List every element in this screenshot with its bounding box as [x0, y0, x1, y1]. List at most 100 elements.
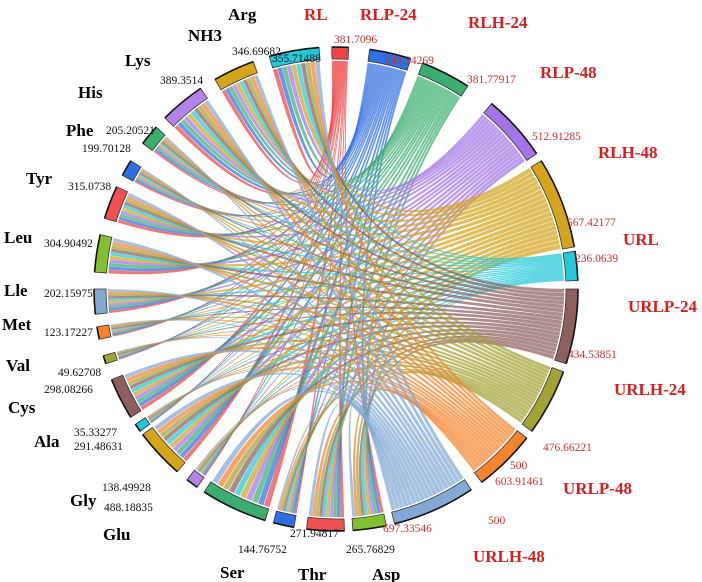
ribbon-rlh-48-5: [121, 189, 544, 246]
ribbon-rlh-48-3: [158, 143, 539, 229]
compound-value-9: 49.62708: [58, 367, 101, 379]
arc-compound-0-outline: [269, 46, 320, 58]
arc-compound-4-outline: [121, 160, 132, 176]
ribbon-urlp-48-3: [163, 137, 510, 440]
compound-value-13: 138.49928: [102, 482, 151, 494]
ribbon-urlp-24-4: [139, 172, 564, 309]
ribbon-urlh-48-9: [116, 337, 430, 500]
ribbon-url-10: [131, 268, 564, 393]
ribbon-urlh-48-8: [110, 319, 434, 498]
sample-value-2: 381.77917: [467, 74, 516, 86]
ribbon-rlh-48-4: [137, 174, 542, 237]
compound-value-4: 199.70128: [82, 143, 131, 155]
ribbon-rlh-48-1: [235, 82, 535, 217]
ribbon-rlp-24-14: [257, 69, 401, 506]
compound-value-11: 35.33277: [74, 427, 117, 439]
arc-compound-15-outline: [273, 521, 295, 529]
sample-value-8: 603.91461: [495, 476, 544, 488]
tick-label-1: 500: [488, 515, 506, 527]
ribbon-urlp-48-12: [156, 366, 489, 461]
ribbon-rl-7: [108, 60, 340, 314]
compound-value-8: 123.17227: [44, 327, 93, 339]
compound-value-0: 355.71488: [272, 53, 321, 65]
compound-value-2: 389.3514: [160, 75, 203, 87]
ribbon-url-5: [122, 204, 563, 270]
ribbon-urlp-24-7: [107, 294, 563, 321]
arc-urlp-48-outline: [481, 437, 528, 483]
compound-value-17: 265.76829: [346, 544, 395, 556]
ribbon-urlh-48-1: [254, 74, 461, 483]
ribbon-rlh-24-7: [108, 83, 438, 309]
ribbon-rlp-24-5: [118, 64, 381, 237]
sample-label-urlp-48: URLP-48: [563, 479, 632, 498]
ribbon-urlh-24-6: [111, 245, 543, 390]
ribbon-urlh-48-0: [315, 61, 464, 481]
compound-value-14: 488.18835: [104, 502, 153, 514]
compound-label-cys: Cys: [8, 398, 36, 417]
compound-value-6: 304.90492: [44, 238, 93, 250]
ribbon-rl-12: [183, 60, 344, 462]
ribbon-urlh-24-0: [305, 62, 551, 371]
ribbon-urlh-48-13: [195, 386, 413, 506]
ribbon-rlp-48-10: [134, 138, 511, 400]
sample-label-urlh-48: URLH-48: [473, 547, 545, 566]
ribbon-rl-16: [339, 61, 348, 518]
sample-value-7: 476.66221: [543, 442, 592, 454]
sample-value-5: 236.0639: [575, 253, 618, 265]
ribbon-urlh-48-3: [164, 136, 453, 488]
arc-compound-6-outline: [93, 234, 101, 273]
compound-value-15: 144.76752: [238, 544, 287, 556]
ribbon-urlp-24-2: [194, 107, 565, 301]
ribbon-urlh-24-1: [246, 77, 550, 374]
ribbon-url-1: [239, 80, 562, 261]
arc-urlh-48-outline: [394, 488, 472, 525]
sample-label-rlh-48: RLH-48: [598, 143, 658, 162]
sample-label-urlp-24: URLP-24: [628, 297, 697, 316]
compound-label-leu: Leu: [4, 228, 32, 247]
sample-label-rlp-24: RLP-24: [360, 5, 417, 24]
compound-value-12: 291.48631: [74, 441, 123, 453]
arc-rlp-24-outline: [369, 48, 412, 60]
sample-label-urlh-24: URLH-24: [614, 380, 686, 399]
arc-compound-17-outline: [352, 524, 387, 532]
compound-label-gly: Gly: [70, 491, 97, 510]
ribbon-urlh-48-5: [127, 192, 445, 492]
arc-compound-9-outline: [102, 355, 107, 365]
ribbon-urlp-24-3: [161, 140, 564, 305]
compound-value-10: 298.08266: [44, 384, 93, 396]
arc-compound-5-outline: [103, 186, 118, 219]
ribbon-rlp-48-6: [109, 128, 501, 267]
sample-label-url: URL: [623, 230, 659, 249]
compound-label-lys: Lys: [125, 51, 151, 70]
ribbon-urlh-48-10: [124, 349, 425, 501]
ribbons: [107, 60, 565, 518]
arc-compound-14-outline: [203, 491, 266, 522]
ribbon-urlp-48-4: [140, 169, 508, 442]
ribbon-urlp-48-9: [116, 334, 497, 454]
ribbon-rlh-48-2: [187, 113, 537, 223]
sample-value-0: 381.7096: [334, 34, 377, 46]
ribbon-urlh-24-3: [162, 139, 547, 380]
compound-label-phe: Phe: [66, 121, 94, 140]
ribbon-urlh-24-9: [117, 329, 538, 399]
ribbon-urlh-48-4: [141, 168, 449, 490]
group-arcs: [93, 46, 579, 532]
compound-label-ser: Ser: [220, 563, 245, 582]
ribbon-rlh-48-10: [132, 211, 553, 397]
arc-url-outline: [574, 251, 579, 281]
ribbon-urlh-24-8: [110, 316, 540, 396]
ribbon-urlp-48-5: [126, 195, 506, 445]
ribbon-urlp-24-11: [148, 321, 561, 420]
ribbon-rlh-24-9: [118, 85, 442, 359]
arc-rlp-48-outline: [491, 103, 538, 155]
compound-value-3: 205.20521: [106, 125, 155, 137]
arc-rlh-24-outline: [422, 62, 469, 87]
ribbon-rlp-48-8: [111, 133, 506, 334]
ribbon-urlh-48-2: [204, 100, 457, 486]
arc-compound-7-outline: [93, 288, 97, 315]
arc-compound-2-outline: [164, 87, 202, 119]
ribbon-rlh-48-8: [111, 202, 549, 332]
ribbon-rlp-24-16: [337, 70, 405, 518]
